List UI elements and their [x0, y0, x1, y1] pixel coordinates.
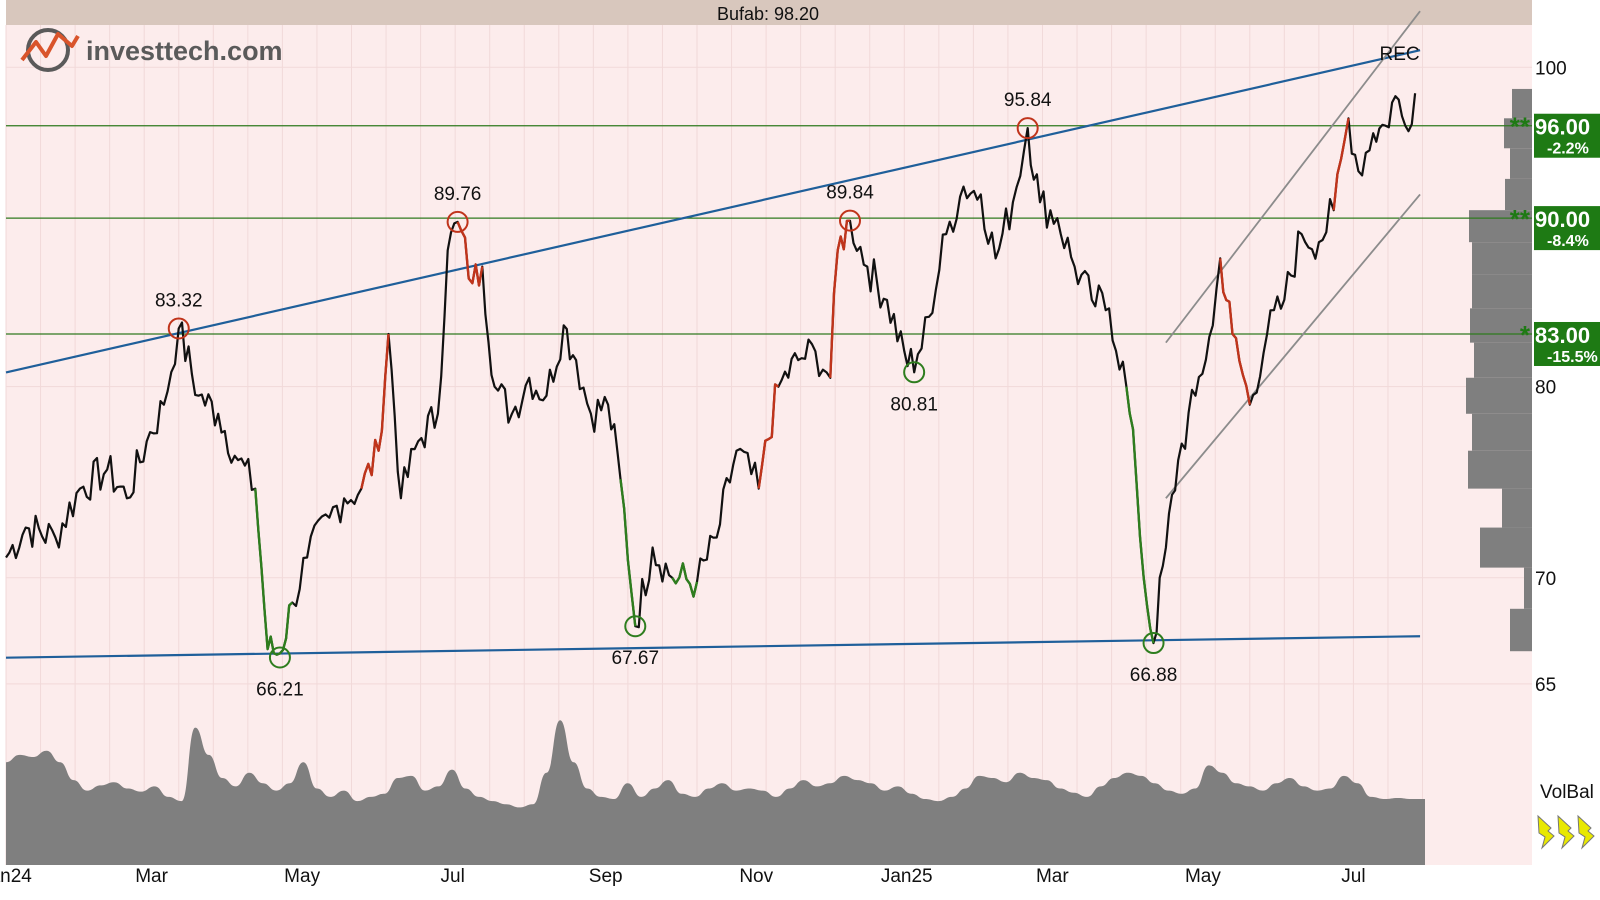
level-stars: ** — [1510, 204, 1531, 234]
volume-profile-bar — [1469, 210, 1532, 243]
price-segment-rising — [1219, 258, 1251, 405]
volume-profile-bar — [1470, 308, 1532, 343]
volume-profile-bar — [1472, 242, 1532, 275]
level-box — [1534, 321, 1600, 366]
y-tick-label: 65 — [1535, 675, 1556, 696]
peak-label: 89.84 — [826, 183, 874, 204]
volume-profile-bar — [1510, 148, 1532, 179]
x-axis: Jan24 Mar May Jul Sep Nov Jan25 Mar May Jul — [0, 866, 1366, 887]
trough-label: 66.21 — [256, 679, 304, 700]
plot-area — [6, 25, 1532, 865]
x-tick-label: Mar — [1036, 866, 1069, 887]
price-segment-rising — [757, 383, 780, 489]
price-segment-falling — [619, 478, 637, 627]
trend-line-upper — [5, 49, 1421, 374]
x-tick-label: Sep — [589, 866, 623, 887]
level-value: 96.00 — [1535, 115, 1590, 140]
price-segment-rising — [360, 333, 390, 489]
level-percent: -2.2% — [1547, 141, 1589, 158]
volbal-area — [6, 720, 1425, 865]
y-tick-label: 80 — [1535, 378, 1556, 399]
trend-line-lower — [5, 635, 1421, 659]
peak-label: 95.84 — [1004, 90, 1052, 111]
x-tick-label: Jan25 — [881, 866, 933, 887]
level-stars: ** — [1510, 112, 1531, 142]
trough-label: 67.67 — [612, 648, 660, 669]
support-levels — [6, 125, 1532, 335]
price-segment-rising — [829, 219, 851, 378]
peak-label: 89.76 — [434, 184, 482, 205]
trough-marker — [268, 646, 291, 669]
price-segment-rising — [1332, 118, 1350, 211]
volume-profile-bar — [1480, 527, 1532, 568]
peak-marker — [167, 317, 190, 340]
trend-lines — [5, 10, 1421, 659]
chart-title: Bufab: 98.20 — [717, 4, 819, 24]
price-line — [5, 93, 1417, 656]
logo-icon — [20, 28, 80, 72]
volume-profile-bar — [1502, 488, 1532, 528]
volbal-arrow — [1557, 814, 1575, 850]
peak-marker — [446, 210, 469, 233]
level-stars: * — [1520, 320, 1531, 350]
x-tick-label: Nov — [739, 866, 773, 887]
volume-profile-bar — [1468, 450, 1532, 489]
y-tick-label: 70 — [1535, 569, 1556, 590]
volume-profile-bar — [1512, 88, 1532, 119]
trough-marker — [624, 615, 647, 638]
volume-profile-bar — [1505, 178, 1532, 211]
volume-profile-bar — [1524, 567, 1532, 609]
x-tick-label: Jul — [441, 866, 465, 887]
level-percent: -8.4% — [1547, 233, 1589, 250]
price-segment-falling — [671, 562, 699, 598]
trough-label: 80.81 — [890, 394, 938, 415]
x-tick-label: Jul — [1341, 866, 1365, 887]
volume-profile-bar — [1472, 274, 1532, 309]
volbal-shape — [6, 720, 1425, 865]
peak-marker — [1016, 117, 1039, 140]
peak-label: 83.32 — [155, 290, 203, 311]
level-percent: -15.5% — [1547, 349, 1598, 366]
price-segment-falling — [254, 488, 294, 656]
brand-logo: investtech.com — [20, 28, 283, 72]
level-labels: 96.00-2.2%**90.00-8.4%**83.00-15.5%* — [1510, 112, 1600, 366]
peak-marker — [838, 209, 861, 232]
price-segment-falling — [1125, 386, 1155, 644]
volume-profile — [1466, 88, 1532, 652]
volume-profile-bar — [1474, 342, 1532, 378]
volbal-arrow — [1537, 814, 1555, 850]
trough-label: 66.88 — [1130, 665, 1178, 686]
volbal-arrows — [1537, 814, 1595, 850]
channel-label: REC — [1380, 44, 1420, 65]
x-tick-label: May — [1185, 866, 1221, 887]
level-box — [1534, 206, 1600, 251]
extrema-markers: 83.32 89.76 89.84 95.84 66.21 67.67 80.81 66.88 — [155, 90, 1177, 700]
channel-line — [1165, 193, 1421, 499]
level-value: 90.00 — [1535, 207, 1590, 232]
header-bar — [6, 0, 1532, 25]
x-tick-label: May — [284, 866, 320, 887]
trough-marker — [1142, 632, 1165, 655]
trough-marker — [903, 361, 926, 384]
logo-text: investtech.com — [86, 36, 283, 66]
volume-profile-bar — [1504, 118, 1532, 149]
x-tick-label: Jan24 — [0, 866, 32, 887]
y-axis: 65 70 80 100 — [1535, 58, 1567, 696]
channel-line — [1165, 10, 1421, 344]
x-tick-label: Mar — [135, 866, 168, 887]
volume-profile-bar — [1510, 608, 1532, 652]
level-value: 83.00 — [1535, 323, 1590, 348]
volume-profile-bar — [1472, 413, 1532, 451]
volume-profile-bar — [1466, 377, 1532, 414]
volbal-label: VolBal — [1540, 782, 1594, 803]
y-tick-label: 100 — [1535, 58, 1567, 79]
volbal-arrow — [1577, 814, 1595, 850]
level-box — [1534, 113, 1600, 158]
